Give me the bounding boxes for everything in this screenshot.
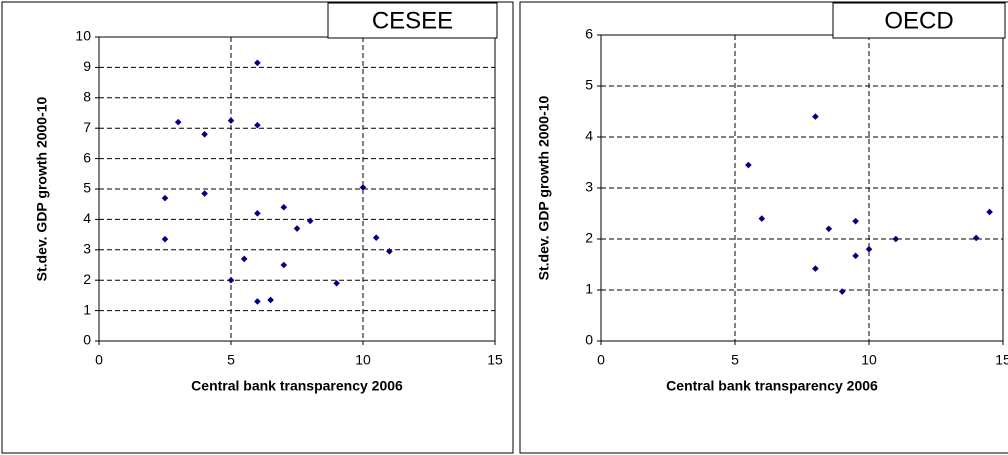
data-point	[254, 210, 261, 217]
y-tick-label: 8	[83, 89, 91, 105]
y-axis-title: St.dev. GDP growth 2000-10	[536, 95, 552, 280]
data-point	[892, 235, 900, 243]
y-tick-label: 5	[83, 180, 91, 196]
y-tick-label: 0	[83, 332, 91, 348]
y-tick-label: 6	[83, 149, 91, 165]
data-point	[852, 252, 859, 260]
y-tick-label: 4	[585, 128, 593, 144]
y-tick-label: 0	[585, 332, 593, 348]
data-point	[240, 255, 248, 263]
data-point	[306, 217, 314, 225]
data-point	[745, 161, 752, 169]
x-axis-title: Central bank transparency 2006	[191, 378, 403, 394]
y-tick-label: 2	[585, 230, 593, 246]
data-point	[227, 117, 235, 124]
data-point	[865, 245, 873, 253]
data-point	[227, 276, 235, 284]
data-point	[333, 279, 340, 287]
x-tick-label: 5	[731, 352, 739, 368]
data-point	[174, 118, 182, 126]
x-tick-label: 10	[861, 352, 877, 368]
data-point	[386, 248, 393, 255]
data-point	[280, 203, 288, 211]
data-point	[359, 184, 367, 191]
title-box	[327, 2, 498, 39]
plot-area	[98, 36, 496, 342]
x-axis-title: Central bank transparency 2006	[666, 378, 878, 394]
y-tick-label: 7	[83, 119, 91, 135]
data-point	[267, 296, 274, 304]
y-tick-label: 5	[585, 77, 593, 93]
data-point	[812, 265, 819, 272]
chart-frame	[1, 1, 514, 454]
y-tick-label: 6	[585, 26, 593, 42]
data-point	[825, 225, 833, 233]
data-point	[254, 298, 261, 305]
plot-area	[600, 34, 1004, 342]
y-tick-label: 4	[83, 210, 91, 226]
data-point	[838, 288, 846, 295]
chart-title: CESEE	[372, 7, 453, 34]
y-tick-label: 2	[83, 271, 91, 287]
data-point	[972, 234, 980, 242]
title-box	[832, 2, 1006, 39]
y-tick-label: 3	[585, 179, 593, 195]
data-point	[280, 261, 288, 269]
data-point	[758, 215, 766, 222]
data-point	[372, 234, 380, 241]
data-point	[161, 235, 169, 243]
y-tick-label: 10	[75, 28, 91, 44]
x-tick-label: 15	[995, 352, 1008, 368]
x-tick-label: 0	[95, 352, 103, 368]
x-tick-label: 15	[487, 352, 503, 368]
y-tick-label: 3	[83, 241, 91, 257]
data-point	[812, 113, 819, 120]
x-tick-label: 5	[227, 352, 235, 368]
data-point	[852, 217, 859, 225]
chart-title: OECD	[884, 7, 953, 34]
data-point	[254, 121, 261, 129]
x-tick-label: 10	[355, 352, 371, 368]
data-point	[201, 130, 208, 138]
y-tick-label: 1	[83, 301, 91, 317]
data-point	[293, 225, 301, 232]
data-point	[986, 208, 993, 216]
data-point	[161, 194, 169, 202]
data-point	[254, 59, 261, 67]
x-tick-label: 0	[597, 352, 605, 368]
y-tick-label: 9	[83, 58, 91, 74]
data-point	[201, 190, 208, 197]
y-tick-label: 1	[585, 281, 593, 297]
y-axis-title: St.dev. GDP growth 2000-10	[34, 96, 50, 281]
